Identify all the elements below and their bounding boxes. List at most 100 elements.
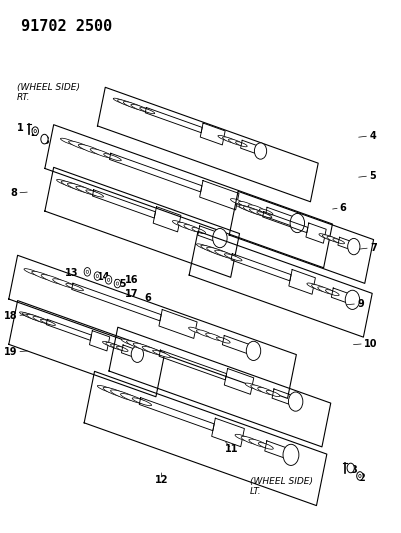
Text: 4: 4 bbox=[368, 131, 375, 141]
Ellipse shape bbox=[205, 333, 222, 341]
Ellipse shape bbox=[191, 228, 205, 233]
Polygon shape bbox=[45, 125, 332, 268]
Ellipse shape bbox=[222, 137, 236, 143]
Ellipse shape bbox=[67, 183, 92, 193]
Polygon shape bbox=[159, 350, 226, 380]
Polygon shape bbox=[153, 207, 180, 232]
Polygon shape bbox=[222, 335, 254, 356]
Ellipse shape bbox=[257, 442, 273, 449]
Text: 18: 18 bbox=[4, 311, 17, 320]
Ellipse shape bbox=[332, 239, 344, 244]
Polygon shape bbox=[200, 123, 225, 145]
Circle shape bbox=[288, 392, 302, 411]
Ellipse shape bbox=[177, 222, 194, 230]
Ellipse shape bbox=[140, 108, 154, 114]
Text: (WHEEL SIDE)
RT.: (WHEEL SIDE) RT. bbox=[17, 83, 80, 102]
Ellipse shape bbox=[103, 387, 128, 398]
Ellipse shape bbox=[53, 279, 75, 288]
Ellipse shape bbox=[325, 289, 338, 296]
Ellipse shape bbox=[113, 98, 128, 104]
Ellipse shape bbox=[86, 190, 103, 197]
Polygon shape bbox=[121, 345, 138, 358]
Text: 9: 9 bbox=[356, 299, 363, 309]
Circle shape bbox=[107, 278, 109, 281]
Ellipse shape bbox=[61, 181, 84, 190]
Polygon shape bbox=[337, 237, 354, 251]
Ellipse shape bbox=[326, 237, 340, 243]
Ellipse shape bbox=[132, 398, 151, 406]
Polygon shape bbox=[9, 301, 164, 397]
Ellipse shape bbox=[235, 204, 250, 211]
Polygon shape bbox=[288, 270, 315, 294]
Circle shape bbox=[32, 127, 38, 135]
Ellipse shape bbox=[265, 391, 279, 397]
Text: 5: 5 bbox=[368, 171, 375, 181]
Circle shape bbox=[344, 290, 359, 310]
Text: (WHEEL SIDE)
LT.: (WHEEL SIDE) LT. bbox=[249, 477, 312, 496]
Text: 3: 3 bbox=[42, 136, 49, 146]
Ellipse shape bbox=[200, 245, 223, 255]
Ellipse shape bbox=[105, 342, 120, 349]
Polygon shape bbox=[71, 283, 161, 321]
Circle shape bbox=[94, 272, 100, 280]
Circle shape bbox=[131, 346, 143, 362]
Ellipse shape bbox=[214, 250, 237, 260]
Ellipse shape bbox=[24, 269, 42, 276]
Circle shape bbox=[34, 130, 36, 133]
Text: 14: 14 bbox=[96, 272, 110, 282]
Polygon shape bbox=[45, 167, 239, 277]
Polygon shape bbox=[139, 398, 214, 431]
Ellipse shape bbox=[110, 344, 124, 350]
Ellipse shape bbox=[249, 209, 268, 217]
Ellipse shape bbox=[238, 201, 255, 209]
Ellipse shape bbox=[123, 102, 144, 110]
Ellipse shape bbox=[248, 439, 267, 447]
Polygon shape bbox=[92, 190, 155, 218]
Ellipse shape bbox=[103, 154, 121, 161]
Circle shape bbox=[358, 474, 360, 478]
Ellipse shape bbox=[20, 312, 34, 318]
Polygon shape bbox=[189, 231, 371, 337]
Text: 12: 12 bbox=[154, 475, 168, 484]
Ellipse shape bbox=[188, 327, 202, 333]
Polygon shape bbox=[264, 441, 291, 460]
Ellipse shape bbox=[245, 383, 258, 389]
Polygon shape bbox=[330, 288, 352, 304]
Ellipse shape bbox=[172, 221, 186, 227]
Ellipse shape bbox=[57, 180, 74, 187]
Text: 11: 11 bbox=[224, 444, 238, 454]
Polygon shape bbox=[224, 368, 253, 394]
Circle shape bbox=[246, 341, 260, 360]
Text: 3: 3 bbox=[350, 465, 356, 475]
Circle shape bbox=[114, 279, 120, 288]
Ellipse shape bbox=[257, 387, 273, 395]
Ellipse shape bbox=[322, 235, 336, 241]
Text: 16: 16 bbox=[124, 275, 138, 285]
Ellipse shape bbox=[41, 274, 66, 285]
Ellipse shape bbox=[60, 138, 78, 146]
Text: 6: 6 bbox=[339, 203, 346, 213]
Ellipse shape bbox=[90, 149, 113, 158]
Polygon shape bbox=[145, 108, 202, 133]
Circle shape bbox=[346, 463, 353, 473]
Polygon shape bbox=[97, 87, 318, 202]
Ellipse shape bbox=[235, 142, 247, 147]
Text: 2: 2 bbox=[358, 473, 365, 483]
Text: 1: 1 bbox=[16, 123, 23, 133]
Polygon shape bbox=[197, 226, 220, 243]
Ellipse shape bbox=[133, 343, 158, 353]
Ellipse shape bbox=[76, 186, 99, 196]
Ellipse shape bbox=[66, 284, 83, 290]
Ellipse shape bbox=[311, 285, 327, 292]
Ellipse shape bbox=[22, 313, 42, 321]
Ellipse shape bbox=[184, 224, 200, 232]
Circle shape bbox=[290, 213, 304, 232]
Ellipse shape bbox=[152, 350, 170, 358]
Ellipse shape bbox=[27, 314, 48, 323]
Ellipse shape bbox=[256, 212, 271, 218]
Circle shape bbox=[116, 282, 118, 285]
Ellipse shape bbox=[318, 233, 330, 239]
Circle shape bbox=[347, 238, 359, 255]
Circle shape bbox=[96, 274, 98, 278]
Polygon shape bbox=[9, 255, 296, 398]
